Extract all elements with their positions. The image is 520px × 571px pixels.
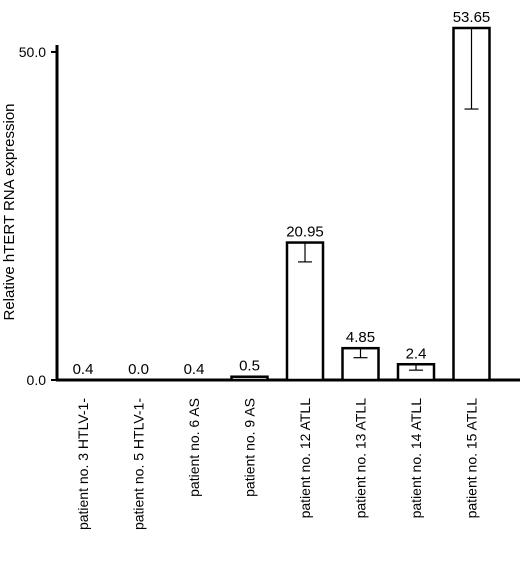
category-label: patient no. 15 ATLL <box>464 398 480 519</box>
y-tick-label: 50.0 <box>19 44 46 60</box>
category-label: patient no. 14 ATLL <box>408 398 424 519</box>
data-label: 0.0 <box>128 361 149 378</box>
bar <box>230 375 269 382</box>
y-tick-label: 0.0 <box>27 372 47 388</box>
data-label: 53.65 <box>453 9 491 26</box>
data-label: 4.85 <box>346 329 375 346</box>
data-label: 20.95 <box>286 224 324 241</box>
category-label: patient no. 13 ATLL <box>353 398 369 519</box>
y-axis-label: Relative hTERT RNA expression <box>1 103 18 320</box>
category-label: patient no. 3 HTLV-1- <box>75 398 91 530</box>
data-label: 0.4 <box>184 361 205 378</box>
category-label: patient no. 12 ATLL <box>297 398 313 519</box>
data-label: 0.4 <box>73 361 94 378</box>
category-label: patient no. 5 HTLV-1- <box>131 398 147 530</box>
category-label: patient no. 9 AS <box>242 398 258 497</box>
category-label: patient no. 6 AS <box>186 398 202 497</box>
data-label: 0.5 <box>239 358 260 375</box>
bar <box>285 241 325 382</box>
data-label: 2.4 <box>406 345 427 362</box>
plot-area: 0.0 50.0 0.4 patient no. 3 HTLV-1- 0.0 patien… <box>19 9 520 530</box>
